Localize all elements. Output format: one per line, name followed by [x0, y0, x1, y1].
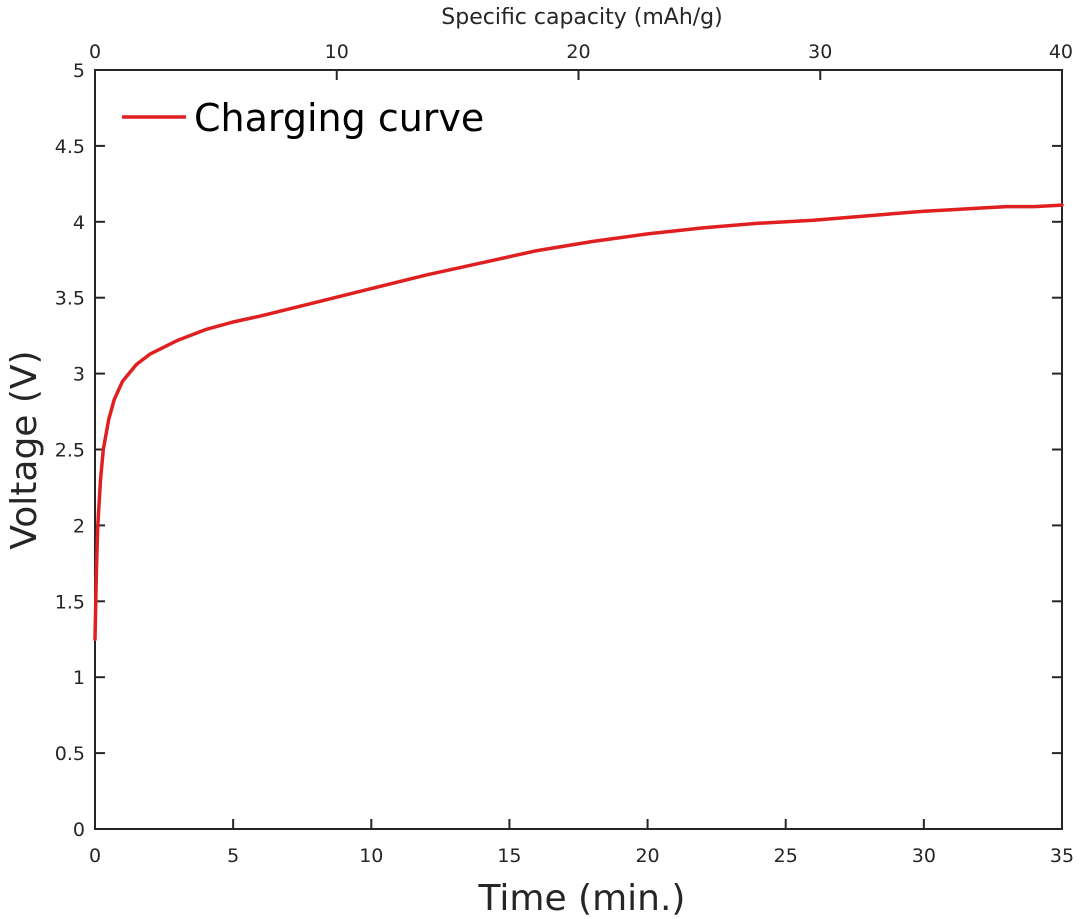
y-axis-title: Voltage (V)	[4, 350, 45, 549]
x2-tick-label: 20	[566, 41, 590, 63]
x-tick-label: 15	[497, 845, 521, 867]
y-tick-label: 4	[73, 212, 85, 234]
y-tick-label: 0	[73, 819, 85, 841]
x2-tick-label: 40	[1049, 41, 1073, 63]
x2-tick-label: 0	[89, 41, 101, 63]
x-tick-label: 10	[359, 845, 383, 867]
y-tick-label: 4.5	[55, 136, 85, 158]
x2-tick-label: 10	[325, 41, 349, 63]
x2-axis-title: Specific capacity (mAh/g)	[441, 5, 722, 30]
plot-area	[94, 69, 1063, 830]
x-tick-label: 0	[89, 845, 101, 867]
x-tick-label: 30	[912, 845, 936, 867]
y-tick-label: 2	[73, 515, 85, 537]
y-tick-label: 1.5	[55, 591, 85, 613]
y-tick-label: 5	[73, 60, 85, 82]
top-x-tick-labels: 0 10 20 30 40	[89, 41, 1073, 63]
y-tick-label: 0.5	[55, 743, 85, 765]
legend-label: Charging curve	[194, 96, 484, 140]
x-axis-title: Time (min.)	[478, 878, 686, 919]
x-tick-label: 35	[1050, 845, 1074, 867]
x2-tick-label: 30	[808, 41, 832, 63]
y-tick-label: 3	[73, 364, 85, 386]
y-tick-label: 1	[73, 667, 85, 689]
x-tick-label: 20	[635, 845, 659, 867]
y-tick-label: 2.5	[55, 440, 85, 462]
x-tick-label: 25	[774, 845, 798, 867]
x-tick-labels: 0 5 10 15 20 25 30 35	[89, 845, 1074, 867]
axis-ticks	[94, 69, 1063, 830]
legend: Charging curve	[122, 96, 484, 140]
y-tick-labels: 0 0.5 1 1.5 2 2.5 3 3.5 4 4.5 5	[55, 60, 85, 841]
y-tick-label: 3.5	[55, 288, 85, 310]
x-tick-label: 5	[227, 845, 239, 867]
charging-curve-line	[93, 203, 1064, 642]
